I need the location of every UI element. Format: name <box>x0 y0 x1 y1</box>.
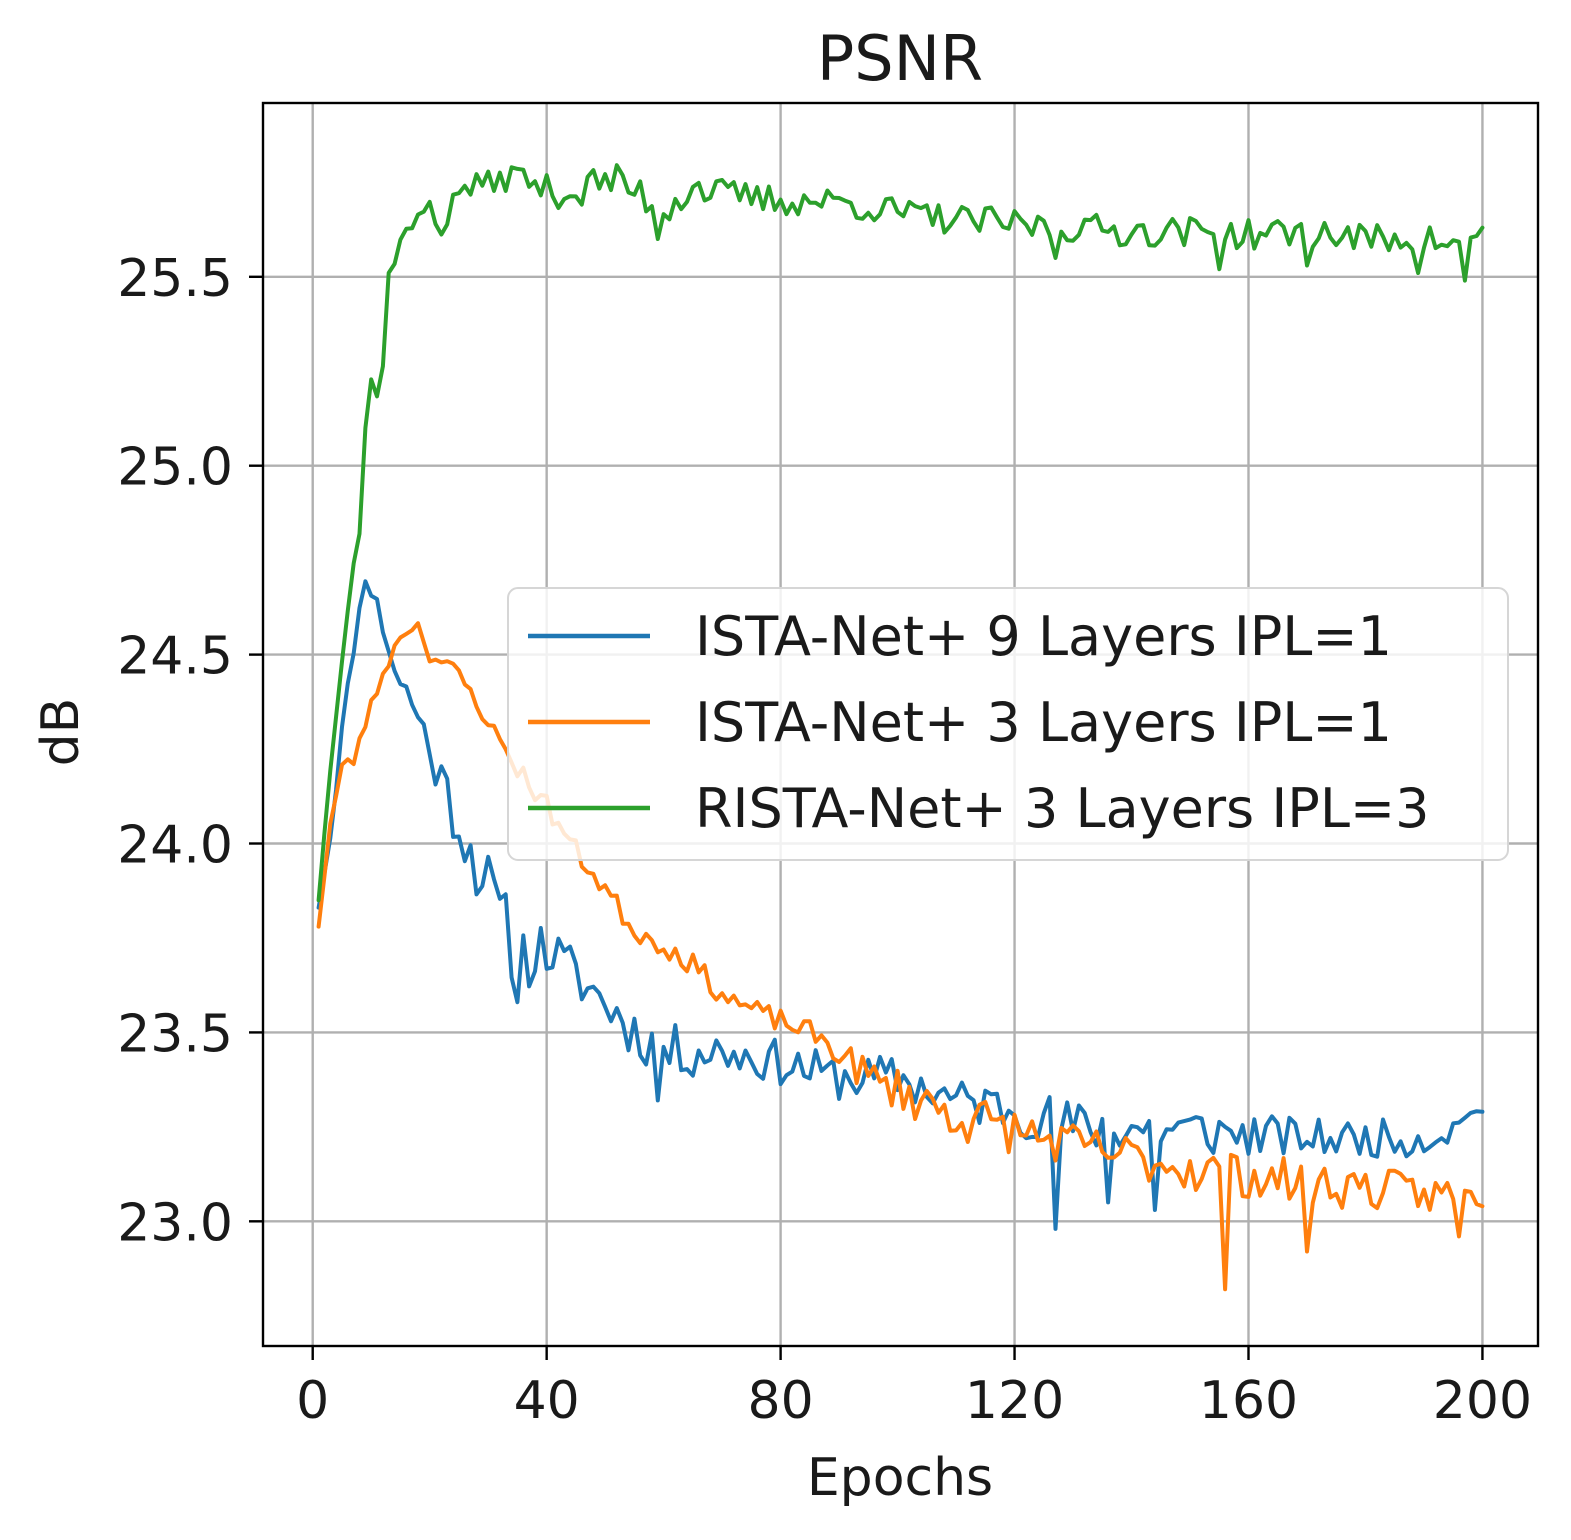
x-tick-label: 160 <box>1199 1371 1298 1431</box>
x-tick-label: 200 <box>1433 1371 1532 1431</box>
plot-frame <box>261 101 1540 1348</box>
y-tick-label: 24.0 <box>117 816 233 876</box>
legend-label-ista3: ISTA-Net+ 3 Layers IPL=1 <box>695 691 1392 754</box>
legend-box <box>507 587 1509 861</box>
legend: ISTA-Net+ 9 Layers IPL=1 ISTA-Net+ 3 Lay… <box>507 587 1509 861</box>
x-axis-label: Epochs <box>807 1448 993 1508</box>
y-tick-label: 24.5 <box>117 627 233 687</box>
y-ticks: 23.0 23.5 24.0 24.5 25.0 25.5 <box>117 249 263 1253</box>
legend-label-rista3: RISTA-Net+ 3 Layers IPL=3 <box>695 777 1430 840</box>
y-axis-label: dB <box>31 698 91 767</box>
x-tick-label: 0 <box>296 1371 329 1431</box>
legend-label-ista9: ISTA-Net+ 9 Layers IPL=1 <box>695 605 1392 668</box>
x-tick-label: 40 <box>514 1371 580 1431</box>
y-tick-label: 25.5 <box>117 249 233 309</box>
y-tick-label: 25.0 <box>117 438 233 498</box>
x-tick-label: 120 <box>965 1371 1064 1431</box>
x-tick-label: 80 <box>748 1371 814 1431</box>
y-tick-label: 23.0 <box>117 1193 233 1253</box>
y-tick-label: 23.5 <box>117 1004 233 1064</box>
chart-title: PSNR <box>817 22 983 95</box>
series-line-2 <box>316 163 1485 903</box>
x-ticks: 0 40 80 120 160 200 <box>296 1346 1532 1431</box>
